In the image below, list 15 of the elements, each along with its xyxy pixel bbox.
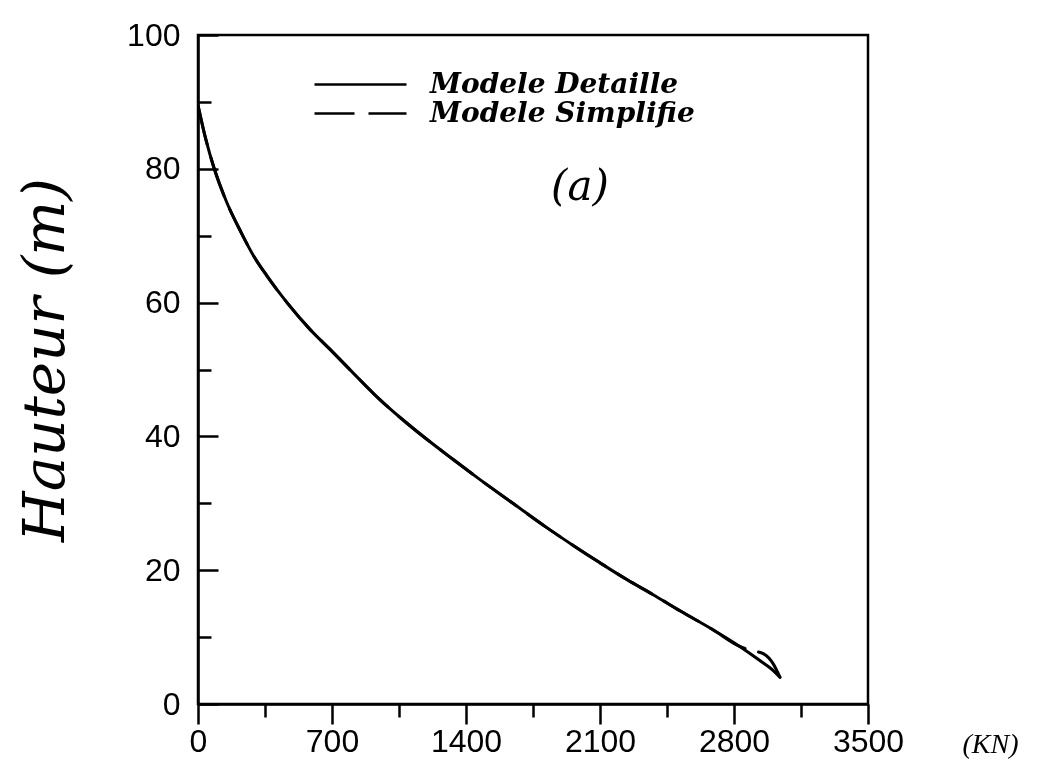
y-tick-label: 60 [144, 284, 181, 321]
y-tick-label: 40 [144, 417, 181, 454]
x-axis-title: (KN) [962, 727, 1019, 759]
y-axis-title: Hauteur (m) [9, 178, 78, 543]
y-tick-label: 80 [144, 150, 181, 187]
x-tick-label: 1400 [430, 722, 503, 759]
y-tick-label: 100 [127, 16, 181, 53]
x-tick-label: 2800 [698, 722, 771, 759]
x-tick-label: 2100 [564, 722, 637, 759]
y-tick-label: 20 [144, 551, 181, 588]
x-tick-label: 0 [189, 722, 208, 759]
x-tick-label: 700 [305, 722, 360, 759]
x-tick-label: 3500 [832, 722, 905, 759]
annotation: (a) [551, 161, 609, 210]
y-tick-label: 0 [162, 685, 181, 722]
